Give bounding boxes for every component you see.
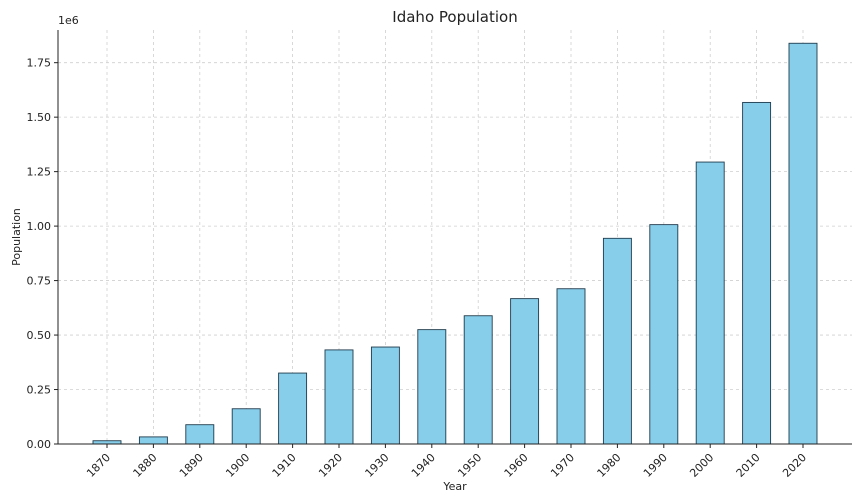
y-tick-label: 0.50 (27, 329, 52, 342)
chart-title: Idaho Population (392, 8, 517, 26)
x-axis-ticks: 1870 1880 1890 1900 1910 1920 1930 1940 1950 1960… (84, 444, 809, 480)
y-tick-label: 0.25 (27, 384, 52, 397)
y-axis-label: Population (10, 208, 23, 266)
bar-1930 (370, 346, 400, 445)
x-tick-label: 1880 (131, 451, 160, 480)
x-tick-label: 1900 (223, 451, 252, 480)
x-tick-label: 1870 (84, 451, 113, 480)
bar-1990 (649, 224, 679, 445)
x-tick-label: 2020 (780, 451, 809, 480)
x-tick-label: 1950 (455, 451, 484, 480)
x-tick-label: 1920 (316, 451, 345, 480)
x-tick-label: 2000 (687, 451, 716, 480)
bar-1910 (278, 372, 308, 445)
x-tick-label: 1910 (270, 451, 299, 480)
bar-1880 (138, 436, 168, 445)
bar-1950 (463, 315, 493, 445)
x-tick-label: 1990 (641, 451, 670, 480)
x-tick-label: 1970 (548, 451, 577, 480)
y-axis-multiplier: 1e6 (58, 14, 79, 27)
x-tick-label: 1980 (595, 451, 624, 480)
x-tick-label: 1960 (502, 451, 531, 480)
y-axis-ticks: 0.00 0.25 0.50 0.75 1.00 1.25 1.50 1.75 (27, 57, 58, 451)
bar-2010 (742, 101, 772, 445)
grid (58, 30, 852, 445)
bars (92, 42, 818, 445)
y-tick-label: 1.25 (27, 166, 52, 179)
x-tick-label: 1940 (409, 451, 438, 480)
bar-1980 (602, 237, 632, 445)
y-tick-label: 0.00 (27, 438, 52, 451)
bar-2020 (788, 42, 818, 445)
x-tick-label: 1890 (177, 451, 206, 480)
x-tick-label: 2010 (734, 451, 763, 480)
bar-1890 (185, 424, 215, 445)
bar-2000 (695, 161, 725, 445)
bar-1940 (417, 329, 447, 445)
bar-1920 (324, 349, 354, 445)
bar-1970 (556, 288, 586, 445)
y-tick-label: 1.75 (27, 57, 52, 70)
x-tick-label: 1930 (363, 451, 392, 480)
x-axis-label: Year (442, 480, 467, 493)
bar-1960 (510, 298, 540, 445)
y-tick-label: 1.50 (27, 111, 52, 124)
y-tick-label: 0.75 (27, 275, 52, 288)
bar-1900 (231, 408, 261, 445)
y-tick-label: 1.00 (27, 220, 52, 233)
